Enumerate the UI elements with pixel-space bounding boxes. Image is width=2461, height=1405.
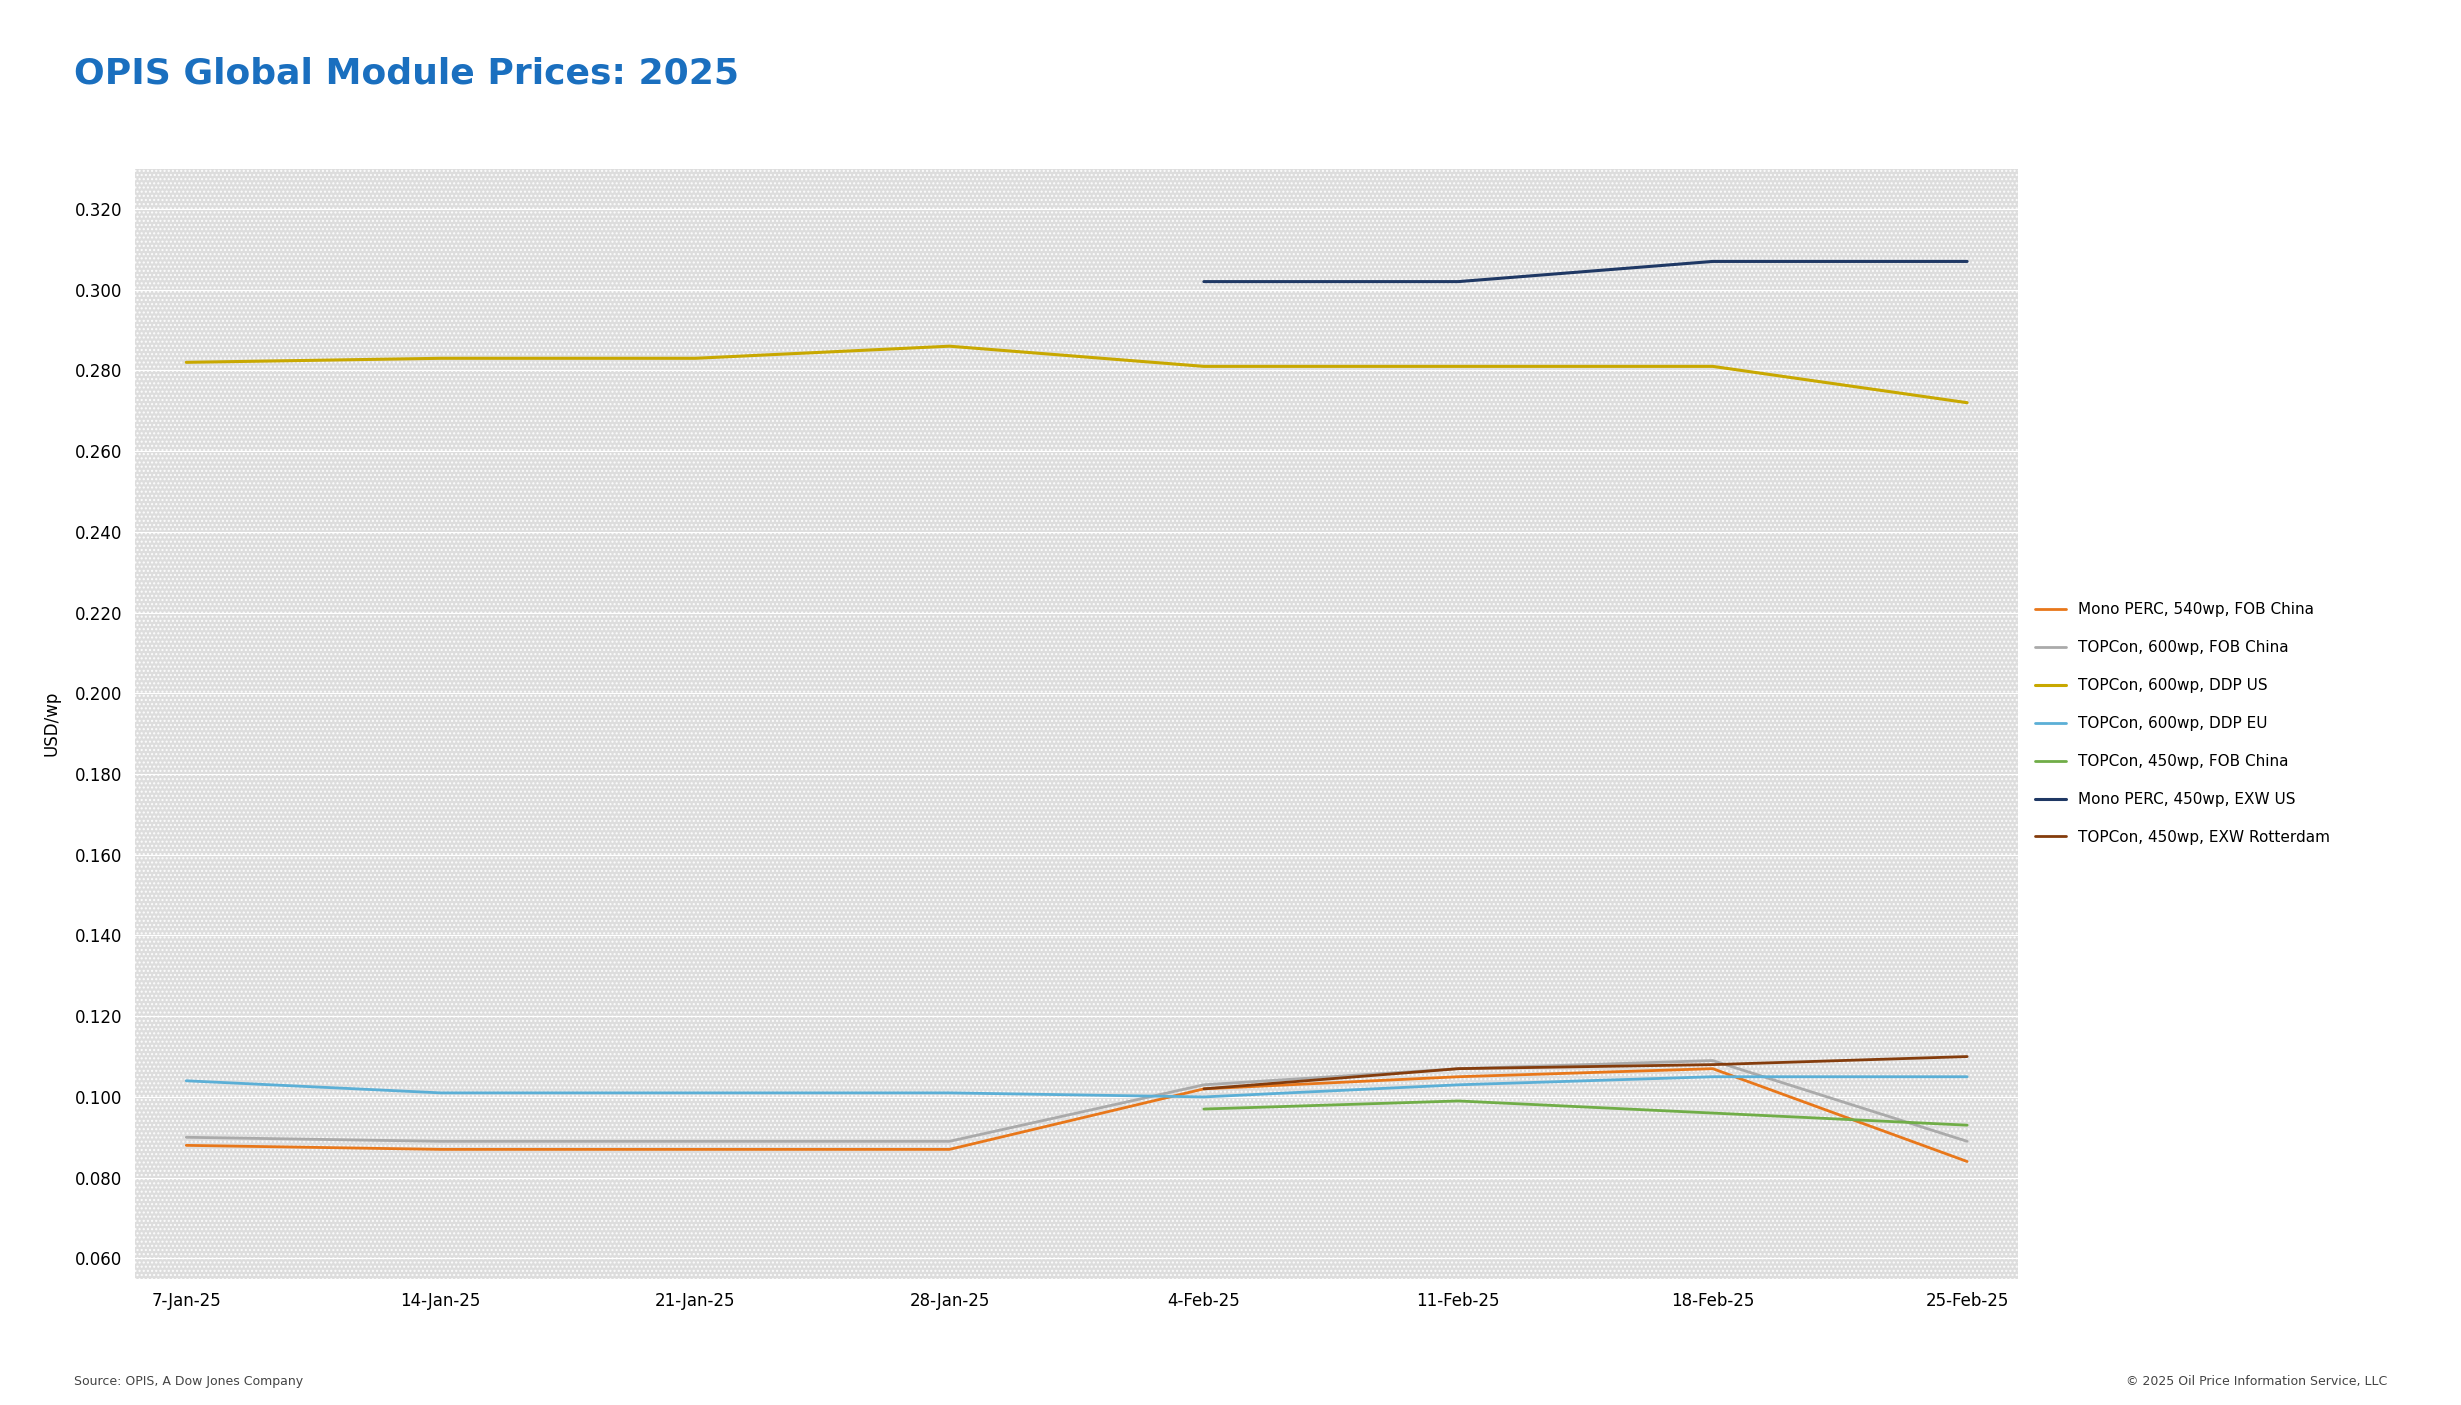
TOPCon, 450wp, FOB China (1189, 1100, 1218, 1117)
TOPCon, 600wp, DDP US (1189, 358, 1218, 375)
TOPCon, 600wp, DDP US (1445, 358, 1474, 375)
Y-axis label: USD/wp: USD/wp (42, 691, 62, 756)
Text: © 2025 Oil Price Information Service, LLC: © 2025 Oil Price Information Service, LL… (2126, 1375, 2387, 1388)
Mono PERC, 540wp, FOB China (1952, 1154, 1981, 1170)
TOPCon, 450wp, EXW Rotterdam (1189, 1080, 1218, 1097)
TOPCon, 600wp, DDP EU (1189, 1089, 1218, 1106)
Mono PERC, 540wp, FOB China (1698, 1061, 1728, 1078)
TOPCon, 600wp, DDP EU (1952, 1068, 1981, 1085)
Text: OPIS Global Module Prices: 2025: OPIS Global Module Prices: 2025 (74, 56, 738, 90)
Line: TOPCon, 450wp, EXW Rotterdam: TOPCon, 450wp, EXW Rotterdam (1203, 1057, 1966, 1089)
Legend: Mono PERC, 540wp, FOB China, TOPCon, 600wp, FOB China, TOPCon, 600wp, DDP US, TO: Mono PERC, 540wp, FOB China, TOPCon, 600… (2035, 603, 2331, 844)
TOPCon, 450wp, EXW Rotterdam (1698, 1057, 1728, 1073)
Mono PERC, 540wp, FOB China (935, 1141, 965, 1158)
TOPCon, 600wp, DDP EU (1445, 1076, 1474, 1093)
TOPCon, 450wp, FOB China (1952, 1117, 1981, 1134)
Line: TOPCon, 600wp, DDP US: TOPCon, 600wp, DDP US (187, 346, 1966, 403)
TOPCon, 600wp, DDP US (935, 337, 965, 354)
Mono PERC, 450wp, EXW US (1445, 273, 1474, 289)
Mono PERC, 540wp, FOB China (679, 1141, 709, 1158)
Mono PERC, 450wp, EXW US (1189, 273, 1218, 289)
TOPCon, 600wp, DDP EU (172, 1072, 202, 1089)
Line: TOPCon, 600wp, FOB China: TOPCon, 600wp, FOB China (187, 1061, 1966, 1141)
TOPCon, 600wp, FOB China (172, 1128, 202, 1145)
TOPCon, 600wp, DDP US (426, 350, 455, 367)
TOPCon, 450wp, EXW Rotterdam (1445, 1061, 1474, 1078)
Line: Mono PERC, 540wp, FOB China: Mono PERC, 540wp, FOB China (187, 1069, 1966, 1162)
TOPCon, 600wp, FOB China (935, 1132, 965, 1149)
Text: Source: OPIS, A Dow Jones Company: Source: OPIS, A Dow Jones Company (74, 1375, 303, 1388)
TOPCon, 600wp, FOB China (1698, 1052, 1728, 1069)
TOPCon, 600wp, FOB China (426, 1132, 455, 1149)
TOPCon, 600wp, DDP US (1952, 395, 1981, 412)
TOPCon, 600wp, DDP US (679, 350, 709, 367)
Line: TOPCon, 600wp, DDP EU: TOPCon, 600wp, DDP EU (187, 1076, 1966, 1097)
Mono PERC, 540wp, FOB China (1445, 1068, 1474, 1085)
Mono PERC, 450wp, EXW US (1952, 253, 1981, 270)
Line: Mono PERC, 450wp, EXW US: Mono PERC, 450wp, EXW US (1203, 261, 1966, 281)
TOPCon, 600wp, DDP EU (935, 1085, 965, 1102)
Mono PERC, 540wp, FOB China (1189, 1080, 1218, 1097)
TOPCon, 600wp, FOB China (679, 1132, 709, 1149)
TOPCon, 450wp, EXW Rotterdam (1952, 1048, 1981, 1065)
TOPCon, 600wp, DDP EU (1698, 1068, 1728, 1085)
TOPCon, 600wp, DDP EU (426, 1085, 455, 1102)
Line: TOPCon, 450wp, FOB China: TOPCon, 450wp, FOB China (1203, 1102, 1966, 1125)
Mono PERC, 450wp, EXW US (1698, 253, 1728, 270)
TOPCon, 600wp, FOB China (1189, 1076, 1218, 1093)
TOPCon, 600wp, DDP US (1698, 358, 1728, 375)
Bar (135, 169, 2018, 1279)
Mono PERC, 540wp, FOB China (426, 1141, 455, 1158)
TOPCon, 600wp, FOB China (1952, 1132, 1981, 1149)
TOPCon, 450wp, FOB China (1445, 1093, 1474, 1110)
TOPCon, 600wp, FOB China (1445, 1061, 1474, 1078)
Mono PERC, 540wp, FOB China (172, 1137, 202, 1154)
TOPCon, 600wp, DDP US (172, 354, 202, 371)
TOPCon, 600wp, DDP EU (679, 1085, 709, 1102)
TOPCon, 450wp, FOB China (1698, 1104, 1728, 1121)
